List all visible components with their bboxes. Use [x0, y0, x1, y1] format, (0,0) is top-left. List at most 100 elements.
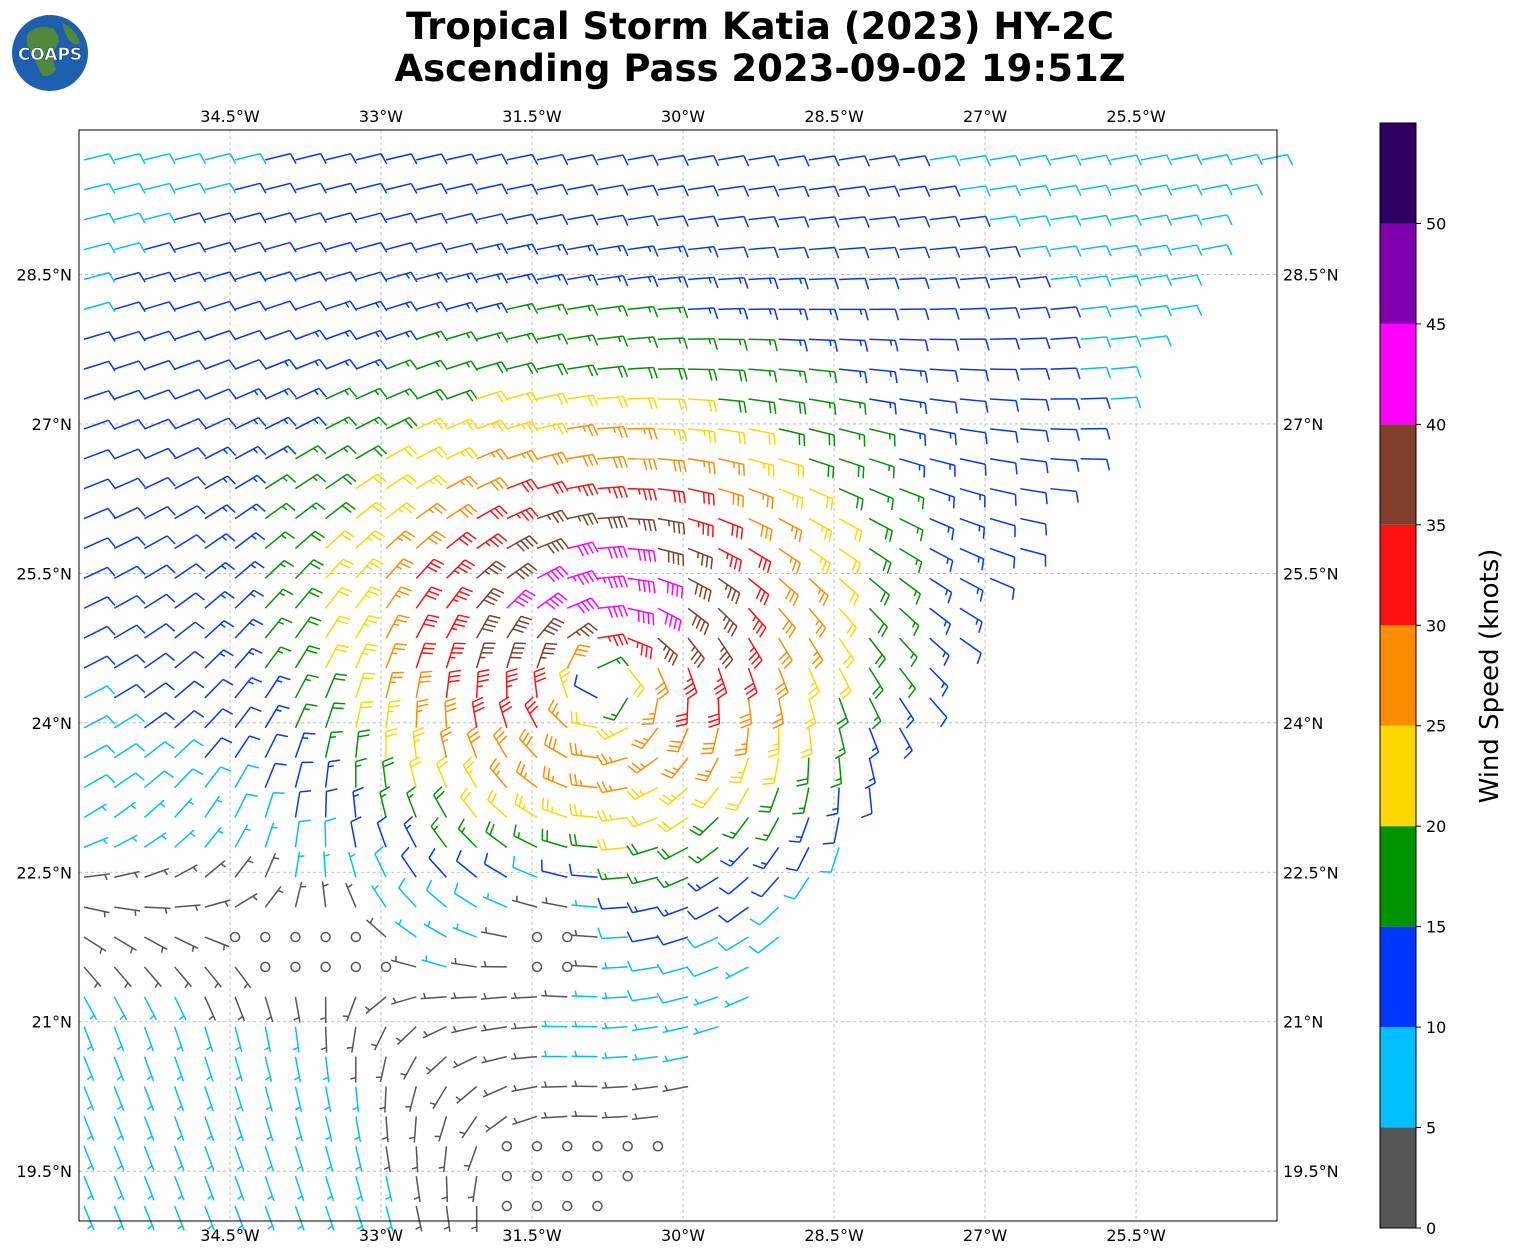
wind-barb [475, 668, 490, 698]
barb-shaft [174, 592, 197, 609]
barb-half-feather [366, 565, 372, 570]
wind-barb [899, 487, 925, 510]
wind-barb [687, 185, 720, 197]
wind-barb [514, 792, 538, 819]
barb-half-feather [400, 1072, 407, 1076]
wind-barb [325, 271, 358, 282]
wind-barb [869, 458, 895, 479]
wind-barb [174, 505, 206, 520]
barb-shaft [204, 966, 222, 988]
colorbar-bin [1380, 826, 1416, 927]
barb-feather [924, 216, 931, 228]
barb-half-feather [267, 1225, 273, 1230]
wind-barb [325, 501, 356, 520]
wind-barb [234, 503, 266, 520]
barb-shaft [204, 504, 228, 520]
wind-barb [826, 787, 840, 817]
barb-shaft [416, 153, 442, 161]
barb-feather [318, 387, 327, 398]
barb-half-feather [304, 707, 310, 711]
barb-feather [568, 803, 573, 816]
barb-shaft [899, 577, 921, 595]
wind-barb [405, 1086, 417, 1112]
wind-barb [796, 757, 810, 787]
barb-half-feather [249, 593, 256, 598]
wind-barb [204, 212, 237, 224]
barb-feather [138, 153, 146, 165]
wind-barb [174, 417, 207, 430]
barb-feather [440, 183, 448, 195]
wind-barb [869, 428, 896, 447]
barb-half-feather [130, 804, 137, 810]
barb-shaft [898, 697, 915, 721]
barb-feather [755, 623, 764, 634]
barb-shaft [567, 154, 593, 161]
calm-circle [562, 961, 573, 973]
calm-circle [592, 1200, 603, 1212]
wind-barb [476, 505, 508, 520]
wind-barb [443, 1205, 451, 1232]
barb-shaft [294, 502, 317, 520]
wind-barb [415, 670, 433, 699]
barb-half-feather [352, 1106, 359, 1111]
barb-feather [194, 680, 205, 689]
wind-barb [174, 447, 207, 460]
barb-half-feather [561, 678, 568, 684]
wind-barb [234, 388, 267, 400]
barb-shaft [413, 1116, 417, 1143]
barb-feather [135, 743, 146, 752]
barb-half-feather [343, 447, 349, 453]
barb-feather [222, 708, 234, 715]
barb-feather [827, 465, 830, 477]
barb-feather [257, 445, 267, 456]
barb-feather [652, 185, 659, 197]
barb-feather [477, 678, 489, 683]
barb-shaft [144, 447, 169, 460]
barb-shaft [365, 996, 387, 1014]
barb-shaft [536, 153, 563, 161]
barb-shaft [325, 501, 347, 520]
barb-shaft [438, 1116, 448, 1142]
wind-barb [627, 637, 653, 660]
barb-feather [652, 154, 659, 166]
wind-barb [459, 1115, 478, 1139]
barb-shaft [234, 241, 261, 251]
wind-barb [325, 387, 358, 400]
barb-feather [385, 727, 398, 733]
wind-barb [724, 787, 750, 812]
barb-feather [686, 938, 696, 949]
barb-shaft [898, 607, 920, 627]
barb-feather [656, 992, 664, 1004]
wind-barb [144, 389, 177, 400]
wind-barb [264, 1056, 273, 1083]
wind-barb [788, 817, 810, 843]
wind-barb [324, 1175, 335, 1202]
barb-half-feather [312, 476, 318, 482]
barb-shaft [174, 797, 193, 818]
barb-shaft [422, 1026, 447, 1039]
barb-half-feather [392, 997, 397, 1004]
barb-shaft [113, 594, 138, 609]
barb-feather [376, 815, 388, 824]
barb-feather [617, 456, 623, 469]
wind-barb [144, 682, 175, 699]
barb-half-feather [776, 712, 782, 717]
barb-shaft [571, 934, 598, 938]
barb-feather [380, 242, 388, 253]
barb-shaft [990, 276, 1017, 281]
wind-barb [385, 1205, 394, 1232]
wind-barb [748, 277, 779, 290]
wind-barb [325, 558, 354, 579]
wind-barb [173, 1175, 185, 1201]
wind-barb [385, 530, 416, 550]
barb-feather [662, 794, 673, 802]
wind-barb [929, 607, 952, 635]
barb-feather [626, 790, 636, 800]
barb-shaft [114, 153, 140, 161]
barb-shaft [793, 876, 810, 900]
barb-feather [666, 581, 669, 594]
wind-barb [822, 817, 840, 845]
barb-feather [1075, 337, 1081, 349]
barb-shaft [83, 936, 107, 952]
barb-feather [461, 586, 473, 593]
